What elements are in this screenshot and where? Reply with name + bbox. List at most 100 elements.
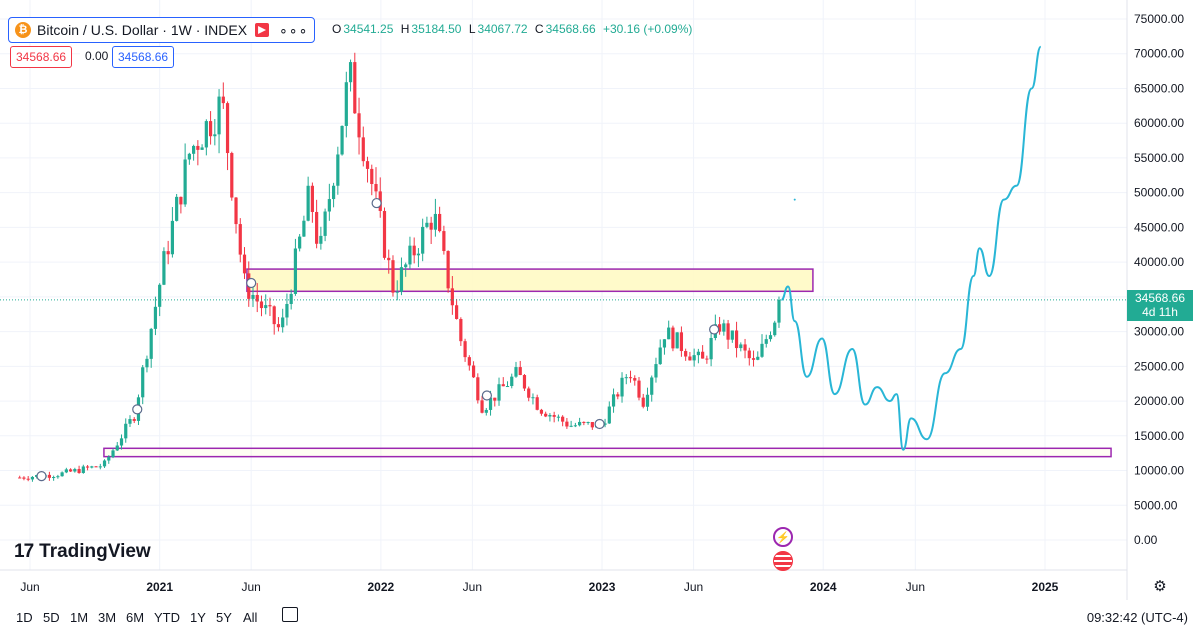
timeframe-1d[interactable]: 1D xyxy=(16,610,33,625)
timeframe-1y[interactable]: 1Y xyxy=(190,610,206,625)
candle-body xyxy=(662,339,667,348)
price-tick-label: 0.00 xyxy=(1134,533,1158,547)
price-tick-label: 20000.00 xyxy=(1134,394,1184,408)
candle-body xyxy=(675,332,679,349)
candle-body xyxy=(760,343,764,357)
candle-body xyxy=(353,62,357,114)
ohlc-legend: O 34541.25 H 35184.50 L 34067.72 C 34568.66 … xyxy=(332,22,692,36)
open-label: O xyxy=(332,22,342,36)
candle-body xyxy=(251,294,255,299)
candle-body xyxy=(81,466,85,473)
candle-body xyxy=(213,134,217,137)
candle-body xyxy=(225,103,230,154)
candle-body xyxy=(238,224,242,255)
symbol-legend[interactable]: ₿ Bitcoin / U.S. Dollar · 1W · INDEX ∘∘∘ xyxy=(8,17,316,43)
event-marker xyxy=(36,470,47,482)
candle-body xyxy=(230,153,234,198)
candle-body xyxy=(548,415,552,417)
candle-body xyxy=(319,235,323,244)
candle-body xyxy=(463,341,467,358)
tradingview-logo[interactable]: 17 TradingView xyxy=(14,541,151,563)
candle-body xyxy=(493,397,497,401)
flag-icon[interactable] xyxy=(255,23,270,37)
candle-body xyxy=(374,184,378,192)
candle-body xyxy=(743,344,747,351)
candle-body xyxy=(327,199,331,212)
symbol-title: Bitcoin / U.S. Dollar · 1W · INDEX xyxy=(37,22,248,38)
close-value: 34568.66 xyxy=(545,22,596,36)
candle-body xyxy=(514,367,518,377)
timeframe-6m[interactable]: 6M xyxy=(126,610,145,625)
candle-body xyxy=(654,364,658,378)
timeframe-3m[interactable]: 3M xyxy=(98,610,117,625)
candle-body xyxy=(264,305,268,309)
candle-body xyxy=(701,351,705,359)
time-axis: Jun 2021 Jun 2022 Jun 2023 Jun 2024 Jun 2025 xyxy=(0,569,1127,594)
candle-body xyxy=(777,299,781,323)
us-flag-icon[interactable] xyxy=(773,551,793,571)
candle-body xyxy=(586,422,590,424)
candle-body xyxy=(768,335,773,340)
candle-body xyxy=(671,327,675,349)
candle-body xyxy=(323,211,327,236)
candle-body xyxy=(56,476,60,478)
timeframe-1m[interactable]: 1M xyxy=(70,610,89,625)
low-value: 34067.72 xyxy=(477,22,528,36)
candle-body xyxy=(26,478,30,480)
timeframe-5d[interactable]: 5D xyxy=(43,610,60,625)
price-tick-label: 50000.00 xyxy=(1134,186,1184,200)
candle-body xyxy=(166,251,170,255)
candle-body xyxy=(200,147,204,150)
candle-body xyxy=(73,469,77,472)
candle-body xyxy=(773,322,777,336)
gear-icon[interactable]: ⚙ xyxy=(1153,578,1167,595)
candle-body xyxy=(306,185,310,221)
lightning-icon[interactable]: ⚡ xyxy=(773,527,793,547)
candle-body xyxy=(408,245,412,265)
candle-body xyxy=(569,425,573,427)
candle-body xyxy=(696,351,700,356)
sell-price-button[interactable]: 34568.66 xyxy=(10,46,73,68)
candle-body xyxy=(361,137,365,162)
spread-value: 0.00 xyxy=(80,46,114,66)
candle-body xyxy=(141,367,145,398)
candle-body xyxy=(94,466,98,468)
timeframe-5y[interactable]: 5Y xyxy=(216,610,232,625)
calendar-range-icon[interactable] xyxy=(282,607,298,622)
buy-price-button[interactable]: 34568.66 xyxy=(112,46,175,68)
candle-body xyxy=(535,397,539,410)
candle-body xyxy=(395,291,399,293)
more-icon[interactable]: ∘∘∘ xyxy=(279,21,309,38)
low-label: L xyxy=(468,22,476,36)
timeframe-ytd[interactable]: YTD xyxy=(154,610,180,625)
clock[interactable]: 09:32:42 (UTC-4) xyxy=(1086,610,1188,625)
candle-body xyxy=(60,472,64,477)
candle-body xyxy=(115,445,119,451)
time-tick-label: 2025 xyxy=(1032,580,1059,594)
candle-body xyxy=(119,438,124,446)
event-marker xyxy=(709,324,720,335)
candle-body xyxy=(459,318,463,342)
candle-body xyxy=(688,356,692,361)
candlestick-series xyxy=(18,52,781,482)
candle-body xyxy=(242,254,247,274)
candle-body xyxy=(357,113,361,138)
candle-body xyxy=(102,460,107,467)
candle-body xyxy=(221,96,225,104)
timeframe-all[interactable]: All xyxy=(243,610,258,625)
candle-body xyxy=(679,332,684,352)
event-marker xyxy=(132,404,143,415)
candle-body xyxy=(412,245,416,256)
candle-body xyxy=(684,351,688,357)
candle-body xyxy=(421,226,425,254)
candle-body xyxy=(64,469,68,473)
candle-body xyxy=(132,419,136,421)
candle-body xyxy=(365,161,370,169)
candle-body xyxy=(510,376,514,387)
candle-body xyxy=(196,145,200,150)
candle-body xyxy=(69,469,73,472)
candle-body xyxy=(667,327,671,340)
candle-body xyxy=(734,330,739,349)
open-value: 34541.25 xyxy=(343,22,394,36)
